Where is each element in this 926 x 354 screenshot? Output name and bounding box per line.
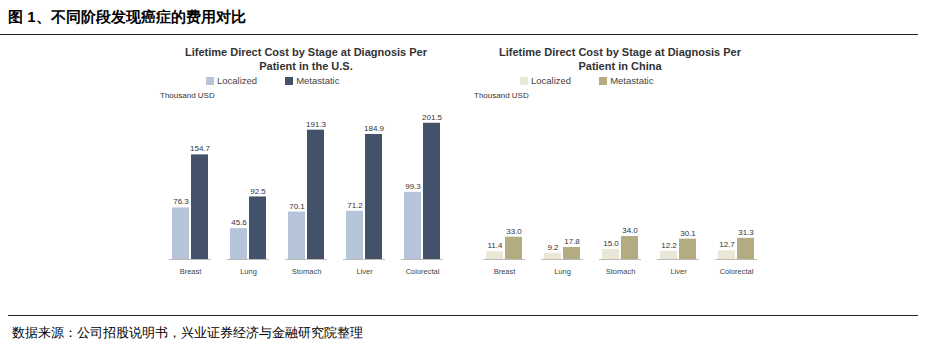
html-text:Lifetime Direct Cost by Stage: Lifetime Direct Cost by Stage at Diagnos…	[499, 46, 741, 72]
html-text:Thousand USD: Thousand USD	[160, 91, 215, 100]
svg-text:15.0: 15.0	[603, 239, 619, 248]
svg-text:30.1: 30.1	[680, 229, 696, 238]
svg-text:17.8: 17.8	[564, 237, 580, 246]
html-text:Thousand USD: Thousand USD	[474, 91, 529, 100]
svg-text:Lung: Lung	[554, 267, 571, 276]
html-text:Localized: Localized	[531, 75, 572, 86]
svg-text:9.2: 9.2	[547, 243, 559, 252]
svg-text:Lung: Lung	[240, 267, 257, 276]
svg-text:Colorectal: Colorectal	[720, 267, 754, 276]
html-text:图 1、不同阶段发现癌症的费用对比: 图 1、不同阶段发现癌症的费用对比	[8, 8, 246, 25]
html-text:Lifetime Direct Cost by Stage: Lifetime Direct Cost by Stage at Diagnos…	[185, 46, 427, 72]
svg-text:12.7: 12.7	[719, 240, 735, 249]
svg-text:191.3: 191.3	[306, 120, 327, 129]
svg-text:33.0: 33.0	[506, 227, 522, 236]
svg-text:Breast: Breast	[494, 267, 517, 276]
svg-text:34.0: 34.0	[622, 226, 638, 235]
svg-text:12.2: 12.2	[661, 241, 677, 250]
svg-text:Stomach: Stomach	[292, 267, 322, 276]
svg-text:201.5: 201.5	[422, 113, 443, 122]
svg-text:71.2: 71.2	[347, 201, 363, 210]
svg-text:45.6: 45.6	[231, 218, 247, 227]
svg-text:Liver: Liver	[356, 267, 373, 276]
svg-text:Liver: Liver	[670, 267, 687, 276]
html-text:数据来源：公司招股说明书，兴业证券经济与金融研究院整理: 数据来源：公司招股说明书，兴业证券经济与金融研究院整理	[12, 325, 363, 340]
svg-text:76.3: 76.3	[173, 197, 189, 206]
html-text:Localized: Localized	[217, 75, 258, 86]
html-text:Metastatic: Metastatic	[610, 75, 654, 86]
svg-text:11.4: 11.4	[488, 241, 504, 250]
svg-text:Stomach: Stomach	[606, 267, 636, 276]
svg-text:Breast: Breast	[180, 267, 203, 276]
svg-text:92.5: 92.5	[250, 187, 266, 196]
svg-text:99.3: 99.3	[405, 182, 421, 191]
svg-text:31.3: 31.3	[738, 228, 754, 237]
svg-text:Colorectal: Colorectal	[406, 267, 440, 276]
html-text:Metastatic: Metastatic	[296, 75, 340, 86]
svg-text:184.9: 184.9	[364, 124, 385, 133]
svg-text:70.1: 70.1	[289, 202, 305, 211]
svg-text:154.7: 154.7	[190, 144, 211, 153]
